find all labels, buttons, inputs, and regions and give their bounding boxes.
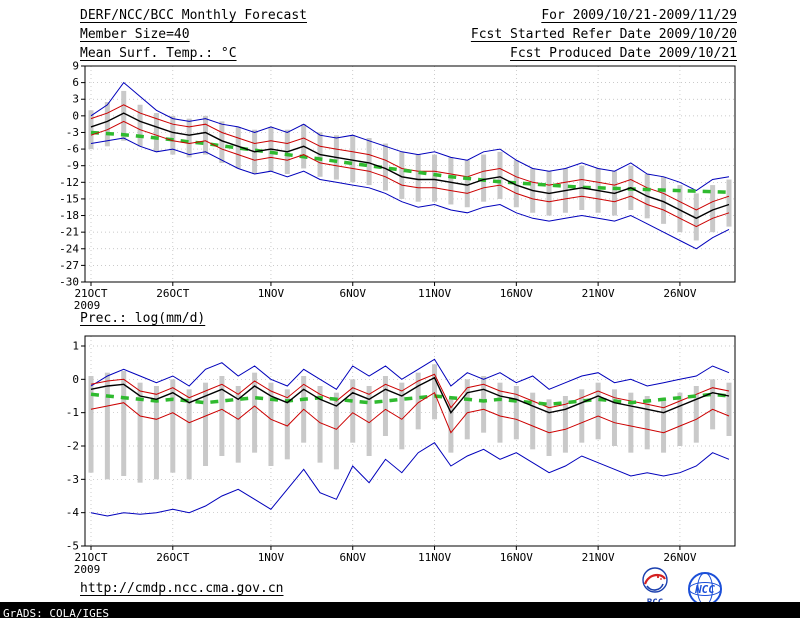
svg-text:11NOV: 11NOV bbox=[418, 287, 451, 300]
svg-text:21OCT: 21OCT bbox=[74, 551, 107, 564]
svg-text:26OCT: 26OCT bbox=[156, 287, 189, 300]
svg-text:1NOV: 1NOV bbox=[258, 287, 285, 300]
svg-text:-9: -9 bbox=[66, 159, 79, 172]
svg-text:9: 9 bbox=[72, 60, 79, 73]
svg-text:-12: -12 bbox=[59, 176, 79, 189]
svg-text:26OCT: 26OCT bbox=[156, 551, 189, 564]
svg-text:-4: -4 bbox=[66, 506, 80, 519]
svg-text:26NOV: 26NOV bbox=[663, 287, 696, 300]
svg-text:-5: -5 bbox=[66, 540, 79, 553]
svg-text:-3: -3 bbox=[66, 126, 79, 139]
svg-text:6NOV: 6NOV bbox=[339, 287, 366, 300]
forecast-period: For 2009/10/21-2009/11/29 bbox=[541, 8, 737, 23]
svg-text:-2: -2 bbox=[66, 440, 79, 453]
svg-text:1: 1 bbox=[72, 340, 79, 353]
svg-text:-6: -6 bbox=[66, 143, 79, 156]
svg-text:-24: -24 bbox=[59, 242, 79, 255]
svg-text:3: 3 bbox=[72, 93, 79, 106]
svg-text:1NOV: 1NOV bbox=[258, 551, 285, 564]
svg-text:-21: -21 bbox=[59, 226, 79, 239]
forecast-title: DERF/NCC/BCC Monthly Forecast bbox=[80, 8, 307, 23]
grads-credit-bar: GrADS: COLA/IGES bbox=[0, 602, 800, 618]
fcst-produced-date: Fcst Produced Date 2009/10/21 bbox=[510, 46, 737, 61]
svg-text:0: 0 bbox=[72, 373, 79, 386]
svg-text:16NOV: 16NOV bbox=[500, 287, 533, 300]
ncc-logo-label: NCC bbox=[694, 583, 715, 596]
svg-text:2009: 2009 bbox=[74, 299, 101, 312]
member-size: Member Size=40 bbox=[80, 27, 190, 42]
svg-text:-3: -3 bbox=[66, 473, 79, 486]
svg-text:6NOV: 6NOV bbox=[339, 551, 366, 564]
svg-text:-1: -1 bbox=[66, 406, 79, 419]
svg-text:21OCT: 21OCT bbox=[74, 287, 107, 300]
svg-text:0: 0 bbox=[72, 109, 79, 122]
prec-chart-title: Prec.: log(mm/d) bbox=[80, 311, 206, 326]
fcst-start-date: Fcst Started Refer Date 2009/10/20 bbox=[470, 27, 737, 42]
svg-text:-15: -15 bbox=[59, 192, 79, 205]
svg-text:-27: -27 bbox=[59, 259, 79, 272]
svg-text:-30: -30 bbox=[59, 276, 79, 289]
svg-text:6: 6 bbox=[72, 76, 79, 89]
svg-text:26NOV: 26NOV bbox=[663, 551, 696, 564]
site-url: http://cmdp.ncc.cma.gov.cn bbox=[80, 581, 284, 596]
temp-chart-title: Mean Surf. Temp.: °C bbox=[80, 46, 237, 61]
grads-credit: GrADS: COLA/IGES bbox=[3, 607, 109, 618]
svg-text:2009: 2009 bbox=[74, 563, 101, 576]
svg-text:-18: -18 bbox=[59, 209, 79, 222]
svg-text:16NOV: 16NOV bbox=[500, 551, 533, 564]
svg-text:21NOV: 21NOV bbox=[582, 287, 615, 300]
svg-text:11NOV: 11NOV bbox=[418, 551, 451, 564]
svg-text:21NOV: 21NOV bbox=[582, 551, 615, 564]
temp-chart: 9 6 3 0 -3 -6 -9 -12 -15 -18 -21 -24 -27 -3021OCT2009… bbox=[59, 60, 736, 312]
